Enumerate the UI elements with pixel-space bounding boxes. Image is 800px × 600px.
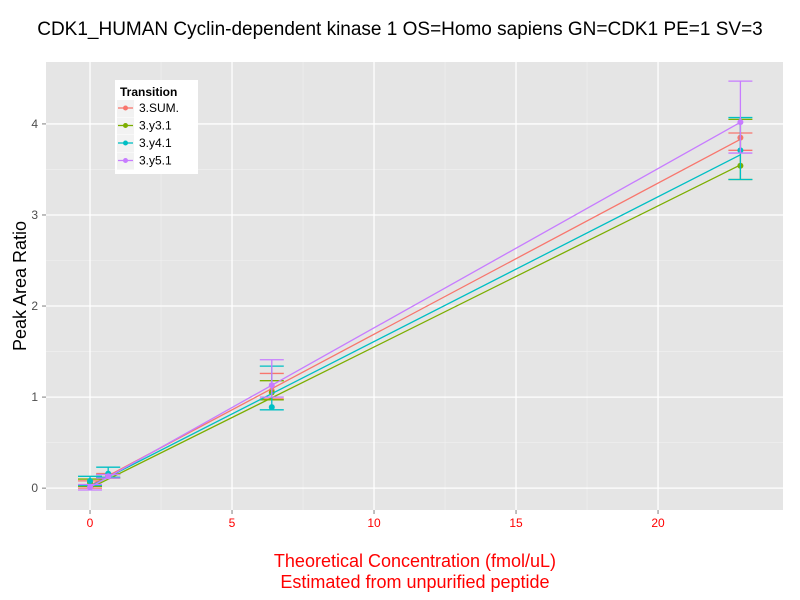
chart-title: CDK1_HUMAN Cyclin-dependent kinase 1 OS=…	[37, 19, 763, 40]
data-point	[87, 477, 94, 484]
y-tick-label: 4	[31, 117, 38, 131]
legend: Transition 3.SUM. 3.y3.1 3.y4.1 3.y5.1	[115, 80, 198, 174]
series-marks	[78, 80, 753, 491]
legend-label: 3.SUM.	[139, 101, 179, 115]
fit-line	[89, 164, 741, 489]
data-point	[268, 382, 275, 389]
y-tick-label: 0	[31, 481, 38, 495]
legend-title: Transition	[120, 85, 177, 99]
legend-label: 3.y4.1	[139, 136, 172, 150]
x-tick-label: 10	[367, 516, 381, 530]
x-tick-label: 20	[651, 516, 665, 530]
fit-line	[89, 138, 741, 486]
legend-key-point	[123, 123, 128, 128]
y-tick-label: 3	[31, 208, 38, 222]
y-axis-label: Peak Area Ratio	[10, 221, 30, 351]
x-axis-label: Theoretical Concentration (fmol/uL)	[274, 551, 556, 571]
axes: 0 5 10 15 20 0 1 2 3 4	[31, 117, 665, 530]
fit-line	[89, 154, 741, 487]
legend-key-point	[123, 140, 128, 146]
x-axis-label-line2: Estimated from unpurified peptide	[280, 572, 549, 592]
x-tick-label: 5	[229, 516, 236, 530]
x-tick-label: 0	[87, 516, 94, 530]
legend-label: 3.y3.1	[139, 119, 172, 133]
data-point	[105, 473, 112, 480]
y-tick-label: 1	[31, 390, 38, 404]
y-tick-label: 2	[31, 299, 38, 313]
legend-key-point	[123, 158, 128, 163]
x-tick-label: 15	[509, 516, 523, 530]
data-point	[737, 119, 744, 126]
legend-key-point	[123, 105, 128, 111]
data-point	[87, 484, 94, 491]
fit-line	[89, 121, 741, 488]
legend-label: 3.y5.1	[139, 154, 172, 168]
series-3.y5.1	[78, 80, 753, 491]
data-point	[268, 404, 275, 411]
